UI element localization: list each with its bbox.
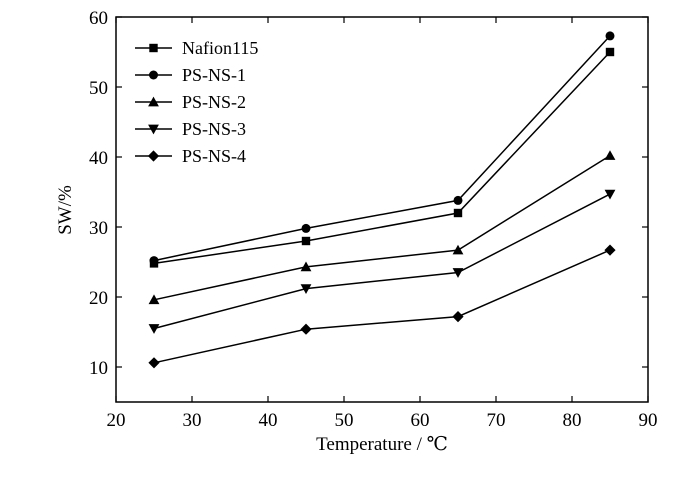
- data-point-ps-ns-4: [452, 311, 464, 323]
- x-tick-label: 70: [487, 410, 506, 431]
- x-tick-label: 40: [259, 410, 278, 431]
- y-tick-label: 60: [89, 8, 108, 29]
- legend-label: PS-NS-1: [182, 65, 246, 85]
- plot-area: 20 30 40 50 60 70 80 90 10 20 30 40 50 60: [89, 8, 658, 431]
- y-axis-title: SW/%: [55, 185, 76, 235]
- legend-marker-ps-ns-3: [148, 124, 159, 135]
- legend-item-ps-ns-1: PS-NS-1: [135, 65, 246, 85]
- series-ps-ns-1: [149, 31, 615, 266]
- y-tick-label: 30: [89, 218, 108, 239]
- data-point-nafion115: [301, 236, 311, 246]
- data-point-ps-ns-3: [604, 189, 616, 200]
- data-point-ps-ns-1: [453, 195, 463, 205]
- x-tick-label: 20: [107, 410, 126, 431]
- legend-item-ps-ns-4: PS-NS-4: [135, 146, 246, 166]
- data-point-ps-ns-2: [300, 261, 312, 272]
- series-line-ps-ns-4: [153, 249, 611, 364]
- series-line-ps-ns-3: [153, 193, 611, 330]
- data-point-ps-ns-1: [605, 31, 615, 41]
- y-tick-label: 40: [89, 148, 108, 169]
- legend-label: PS-NS-3: [182, 119, 246, 139]
- data-point-ps-ns-3: [148, 324, 160, 334]
- series-line-ps-ns-2: [153, 154, 611, 301]
- legend-label: PS-NS-4: [182, 146, 246, 166]
- legend-item-nafion115: Nafion115: [135, 38, 258, 58]
- legend: Nafion115 PS-NS-1 PS-NS-2 PS-NS-3 PS-NS-4: [135, 38, 258, 166]
- y-tick-label: 20: [89, 288, 108, 309]
- data-point-ps-ns-4: [604, 244, 616, 256]
- data-point-ps-ns-3: [452, 268, 464, 278]
- legend-item-ps-ns-3: PS-NS-3: [135, 119, 246, 139]
- series-ps-ns-4: [148, 244, 616, 369]
- data-point-nafion115: [605, 47, 615, 57]
- data-point-ps-ns-4: [148, 357, 160, 369]
- data-point-ps-ns-1: [149, 256, 159, 266]
- series-ps-ns-2: [148, 150, 616, 305]
- legend-marker-ps-ns-2: [148, 96, 159, 107]
- x-axis-ticks: 20 30 40 50 60 70 80 90: [107, 17, 658, 431]
- x-tick-label: 80: [563, 410, 582, 431]
- y-axis-ticks: 10 20 30 40 50 60: [89, 8, 648, 379]
- series-line-ps-ns-1: [153, 35, 611, 262]
- series-ps-ns-3: [148, 189, 616, 334]
- plot-frame: [115, 16, 649, 403]
- data-point-ps-ns-2: [604, 150, 616, 160]
- data-point-ps-ns-4: [300, 323, 312, 335]
- data-point-ps-ns-2: [452, 244, 464, 255]
- y-tick-label: 50: [89, 78, 108, 99]
- series-line-nafion115: [153, 51, 611, 265]
- x-tick-label: 90: [639, 410, 658, 431]
- data-point-nafion115: [453, 208, 463, 218]
- series-layer: [148, 31, 616, 369]
- legend-marker-nafion115: [149, 43, 158, 53]
- y-tick-label: 10: [89, 358, 108, 379]
- data-point-ps-ns-1: [301, 223, 311, 233]
- legend-item-ps-ns-2: PS-NS-2: [135, 92, 246, 112]
- legend-marker-ps-ns-4: [147, 150, 160, 162]
- legend-label: PS-NS-2: [182, 92, 246, 112]
- x-tick-label: 30: [183, 410, 202, 431]
- data-point-ps-ns-3: [300, 284, 312, 294]
- x-tick-label: 60: [411, 410, 430, 431]
- legend-marker-ps-ns-1: [149, 70, 158, 80]
- data-point-ps-ns-2: [148, 294, 160, 305]
- legend-label: Nafion115: [182, 38, 258, 58]
- x-tick-label: 50: [335, 410, 354, 431]
- x-axis-title: Temperature / ℃: [316, 434, 448, 455]
